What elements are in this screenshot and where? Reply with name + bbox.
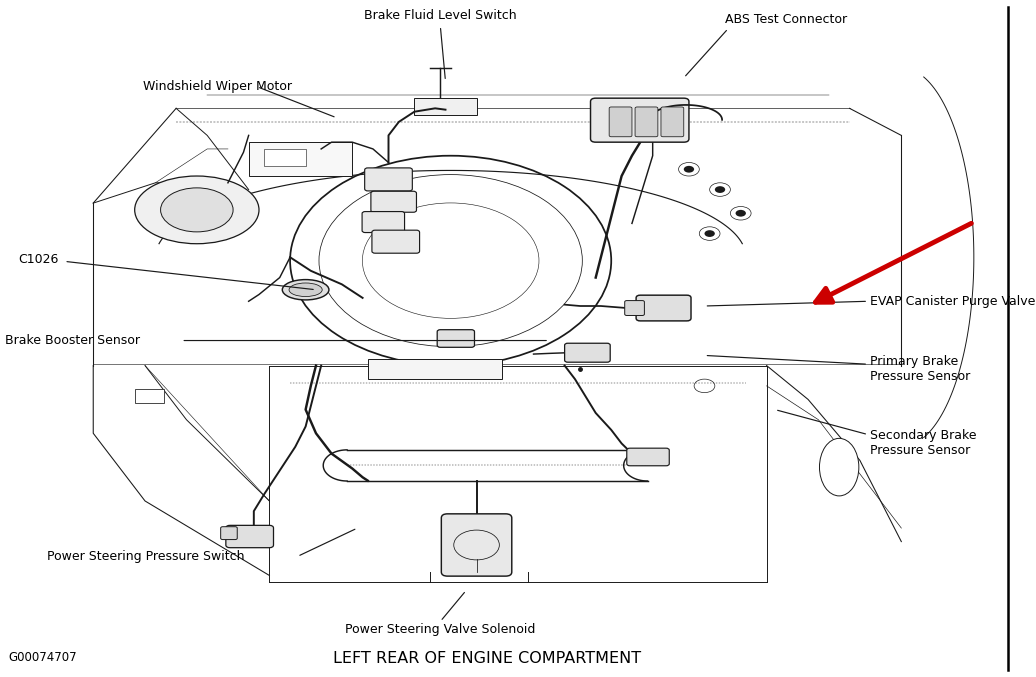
Text: ABS Test Connector: ABS Test Connector bbox=[725, 13, 847, 26]
FancyBboxPatch shape bbox=[221, 527, 237, 540]
FancyBboxPatch shape bbox=[371, 191, 416, 213]
FancyBboxPatch shape bbox=[636, 295, 691, 321]
FancyBboxPatch shape bbox=[591, 98, 689, 142]
FancyBboxPatch shape bbox=[625, 301, 644, 315]
Text: Brake Fluid Level Switch: Brake Fluid Level Switch bbox=[364, 9, 517, 22]
FancyBboxPatch shape bbox=[437, 330, 474, 347]
Ellipse shape bbox=[282, 280, 329, 300]
FancyBboxPatch shape bbox=[627, 448, 669, 466]
Ellipse shape bbox=[819, 439, 859, 496]
Circle shape bbox=[684, 166, 694, 173]
Circle shape bbox=[736, 210, 746, 217]
Text: C1026: C1026 bbox=[19, 253, 59, 266]
FancyBboxPatch shape bbox=[661, 107, 684, 137]
Text: G00074707: G00074707 bbox=[8, 651, 77, 664]
Ellipse shape bbox=[135, 176, 259, 244]
FancyBboxPatch shape bbox=[363, 211, 404, 232]
Ellipse shape bbox=[289, 283, 322, 297]
Text: Windshield Wiper Motor: Windshield Wiper Motor bbox=[143, 80, 292, 93]
Text: Brake Booster Sensor: Brake Booster Sensor bbox=[5, 334, 140, 347]
Text: LEFT REAR OF ENGINE COMPARTMENT: LEFT REAR OF ENGINE COMPARTMENT bbox=[333, 651, 641, 666]
Circle shape bbox=[715, 186, 725, 193]
FancyBboxPatch shape bbox=[609, 107, 632, 137]
FancyBboxPatch shape bbox=[249, 142, 352, 176]
FancyBboxPatch shape bbox=[135, 389, 164, 403]
FancyBboxPatch shape bbox=[226, 525, 274, 548]
Circle shape bbox=[704, 230, 715, 237]
FancyBboxPatch shape bbox=[414, 98, 477, 115]
FancyBboxPatch shape bbox=[441, 514, 512, 576]
FancyBboxPatch shape bbox=[365, 168, 412, 191]
FancyBboxPatch shape bbox=[565, 343, 610, 362]
Text: EVAP Canister Purge Valve: EVAP Canister Purge Valve bbox=[870, 294, 1036, 308]
Text: Secondary Brake
Pressure Sensor: Secondary Brake Pressure Sensor bbox=[870, 429, 977, 458]
Ellipse shape bbox=[161, 188, 233, 232]
FancyBboxPatch shape bbox=[264, 149, 306, 166]
Text: Power Steering Pressure Switch: Power Steering Pressure Switch bbox=[47, 550, 244, 563]
Text: Primary Brake
Pressure Sensor: Primary Brake Pressure Sensor bbox=[870, 355, 971, 383]
FancyBboxPatch shape bbox=[372, 230, 420, 253]
FancyBboxPatch shape bbox=[368, 359, 502, 379]
Text: Power Steering Valve Solenoid: Power Steering Valve Solenoid bbox=[345, 623, 536, 636]
FancyBboxPatch shape bbox=[635, 107, 658, 137]
